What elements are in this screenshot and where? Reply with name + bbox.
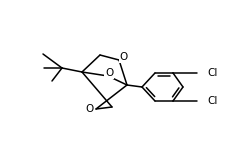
Text: Cl: Cl [207, 96, 217, 106]
Text: O: O [85, 104, 93, 114]
Text: Cl: Cl [207, 68, 217, 78]
Text: O: O [120, 52, 128, 62]
Text: O: O [105, 68, 113, 78]
